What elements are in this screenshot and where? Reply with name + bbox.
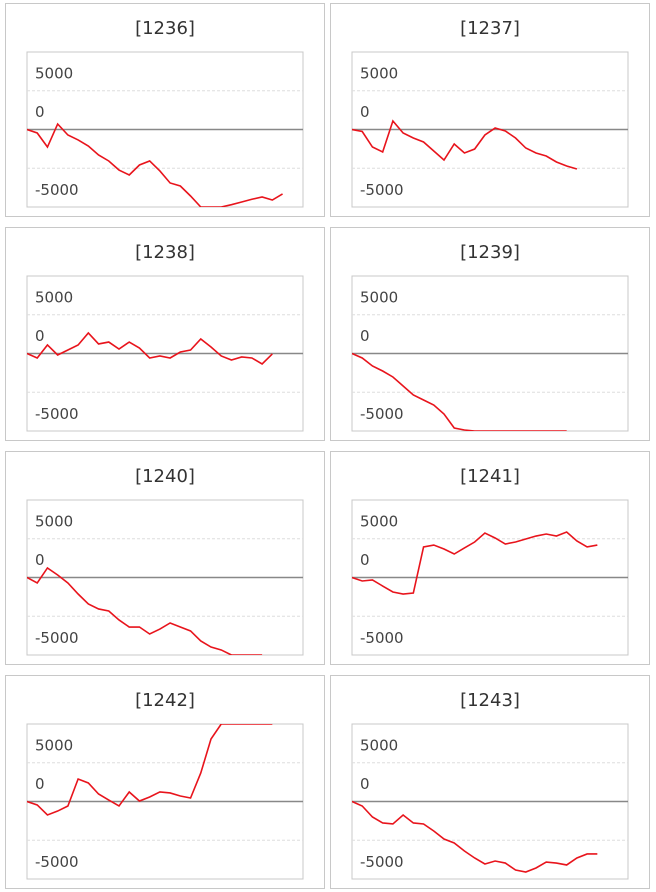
chart: [1240] 5000 0 -5000	[26, 466, 304, 656]
y-tick-label: 0	[35, 103, 45, 121]
y-tick-label: 5000	[35, 288, 73, 306]
y-tick-label: 5000	[35, 512, 73, 530]
y-tick-label: -5000	[35, 629, 79, 647]
y-tick-label: 5000	[360, 288, 398, 306]
line-series	[352, 800, 598, 873]
chart: [1237] 5000 0 -5000	[351, 18, 629, 208]
chart-panel: [1242] 5000 0 -5000	[5, 675, 325, 889]
y-tick-label: -5000	[360, 181, 404, 199]
y-tick-label: 5000	[360, 512, 398, 530]
chart-title: [1236]	[135, 18, 195, 39]
y-tick-label: 0	[35, 327, 45, 345]
y-tick-label: 0	[360, 327, 370, 345]
chart-title: [1240]	[135, 466, 195, 487]
line-series	[27, 331, 273, 365]
line-series	[352, 119, 578, 170]
y-tick-label: 5000	[35, 64, 73, 82]
y-tick-label: 5000	[360, 736, 398, 754]
chart-title: [1238]	[135, 242, 195, 263]
y-tick-label: -5000	[35, 853, 79, 871]
y-tick-label: 0	[360, 775, 370, 793]
chart-panel: [1243] 5000 0 -5000	[330, 675, 650, 889]
chart-panel: [1236] 5000 0 -5000	[5, 3, 325, 217]
chart: [1239] 5000 0 -5000	[351, 242, 629, 432]
chart-title: [1242]	[135, 690, 195, 711]
chart-title: [1239]	[460, 242, 520, 263]
line-series	[352, 531, 598, 595]
y-tick-label: 5000	[360, 64, 398, 82]
chart: [1243] 5000 0 -5000	[351, 690, 629, 880]
line-series	[27, 122, 283, 207]
chart: [1241] 5000 0 -5000	[351, 466, 629, 656]
chart-panel: [1238] 5000 0 -5000	[5, 227, 325, 441]
chart-title: [1241]	[460, 466, 520, 487]
chart: [1236] 5000 0 -5000	[26, 18, 304, 208]
y-tick-label: -5000	[360, 629, 404, 647]
y-tick-label: -5000	[35, 405, 79, 423]
chart: [1242] 5000 0 -5000	[26, 690, 304, 880]
chart-title: [1237]	[460, 18, 520, 39]
chart: [1238] 5000 0 -5000	[26, 242, 304, 432]
y-tick-label: 0	[360, 551, 370, 569]
chart-panel: [1237] 5000 0 -5000	[330, 3, 650, 217]
y-tick-label: 5000	[35, 736, 73, 754]
line-series	[27, 566, 263, 655]
chart-panel: [1240] 5000 0 -5000	[5, 451, 325, 665]
y-tick-label: 0	[35, 775, 45, 793]
chart-panel: [1239] 5000 0 -5000	[330, 227, 650, 441]
chart-title: [1243]	[460, 690, 520, 711]
y-tick-label: 0	[360, 103, 370, 121]
y-tick-label: -5000	[360, 853, 404, 871]
line-series	[27, 724, 273, 816]
line-series	[352, 352, 567, 431]
y-tick-label: -5000	[360, 405, 404, 423]
y-tick-label: -5000	[35, 181, 79, 199]
chart-panel: [1241] 5000 0 -5000	[330, 451, 650, 665]
y-tick-label: 0	[35, 551, 45, 569]
